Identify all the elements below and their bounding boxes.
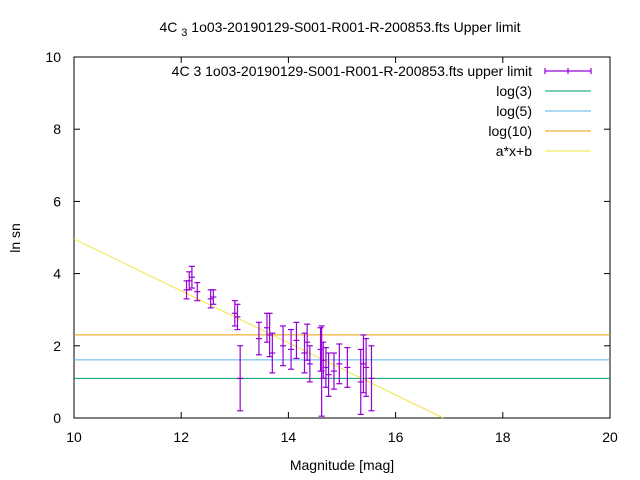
plot-frame (73, 56, 611, 419)
legend-entry: log(10) (488, 123, 591, 139)
data-point (368, 345, 375, 412)
data-point (288, 328, 295, 370)
data-point (210, 289, 217, 305)
data-point (194, 282, 201, 302)
data-point (255, 321, 262, 356)
chart-title-subscript: 3 (181, 27, 187, 39)
x-tick-label: 18 (495, 429, 511, 445)
data-point (269, 332, 276, 374)
data-point (363, 337, 370, 397)
data-point (336, 343, 343, 385)
data-point (231, 300, 238, 327)
data-point (280, 325, 287, 367)
data-point (344, 347, 351, 388)
y-tick-label: 10 (45, 49, 61, 65)
data-point (301, 332, 308, 374)
chart-title-part: 4C (159, 19, 181, 35)
chart-title-part: 1o03-20190129-S001-R001-R-200853.fts Upp… (187, 19, 520, 35)
plot-area (73, 238, 610, 419)
legend-entry: a*x+b (496, 143, 591, 159)
legend-label: 4C 3 1o03-20190129-S001-R001-R-200853.ft… (172, 63, 532, 79)
data-point (357, 348, 364, 415)
data-point (237, 345, 244, 412)
y-tick-label: 6 (53, 193, 61, 209)
y-tick-label: 4 (53, 266, 61, 282)
x-tick-label: 10 (66, 429, 82, 445)
legend-label: log(3) (496, 83, 532, 99)
x-tick-label: 14 (281, 429, 297, 445)
data-point (304, 323, 311, 361)
data-point (266, 312, 273, 358)
data-point (234, 303, 241, 331)
x-tick-label: 12 (173, 429, 189, 445)
legend-entry: log(3) (496, 83, 591, 99)
data-point (186, 271, 193, 291)
data-point (320, 341, 327, 379)
data-point (306, 345, 313, 383)
y-tick-label: 0 (53, 410, 61, 426)
data-point (325, 352, 332, 397)
y-tick-label: 8 (53, 121, 61, 137)
data-point (188, 265, 195, 289)
legend-label: log(10) (488, 123, 532, 139)
legend-label: a*x+b (496, 143, 532, 159)
x-axis-ticks: 10 12 14 16 18 20 (66, 57, 618, 445)
data-point (360, 334, 367, 394)
data-point (330, 352, 337, 390)
legend: 4C 3 1o03-20190129-S001-R001-R-200853.ft… (172, 63, 592, 159)
x-tick-label: 20 (602, 429, 618, 445)
y-axis-ticks: 0 2 4 6 8 10 (45, 49, 610, 426)
data-point (322, 347, 329, 388)
y-axis-title: ln sn (7, 223, 23, 253)
chart-title: 4C 3 1o03-20190129-S001-R001-R-200853.ft… (159, 19, 520, 39)
legend-label: log(5) (496, 103, 532, 119)
x-tick-label: 16 (388, 429, 404, 445)
x-axis-title: Magnitude [mag] (290, 457, 394, 473)
legend-entry: 4C 3 1o03-20190129-S001-R001-R-200853.ft… (172, 63, 592, 79)
legend-entry: log(5) (496, 103, 591, 119)
y-tick-label: 2 (53, 338, 61, 354)
data-point (293, 321, 300, 360)
